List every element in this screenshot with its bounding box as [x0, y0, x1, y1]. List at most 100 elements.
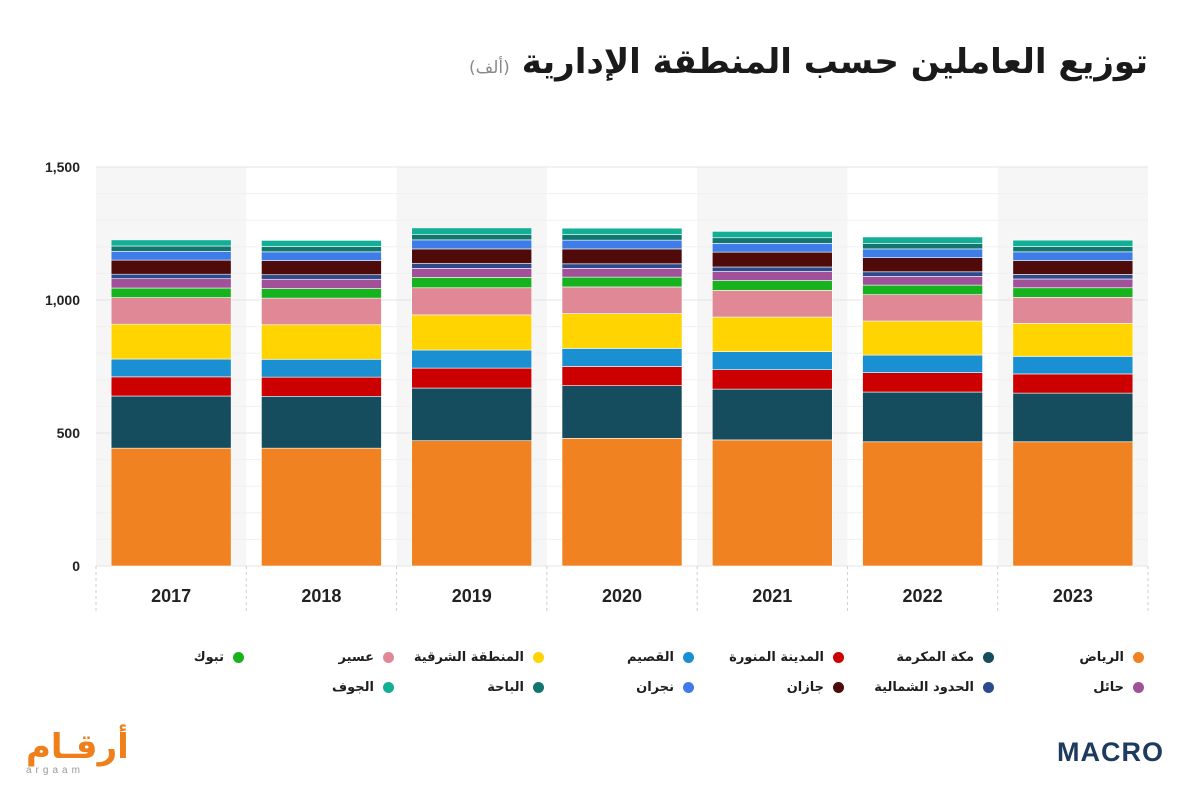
bar-segment — [1012, 251, 1134, 261]
bar-segment — [110, 239, 232, 247]
chart-title: توزيع العاملين حسب المنطقة الإدارية (ألف) — [469, 42, 1148, 82]
legend-item: جازان — [694, 680, 844, 695]
bar-segment — [862, 276, 983, 286]
bar-segment — [261, 297, 382, 326]
bar-segment — [411, 268, 533, 278]
bar-segment — [261, 240, 382, 247]
x-tick-label: 2023 — [1053, 586, 1093, 606]
bar-segment — [711, 266, 833, 272]
legend-swatch — [233, 652, 244, 663]
argaam-logo: أرقـام argaam — [26, 730, 129, 776]
bar-segment — [261, 324, 382, 360]
legend-item: حائل — [994, 680, 1144, 695]
bar-segment — [561, 268, 683, 278]
x-tick-label: 2018 — [301, 586, 341, 606]
x-tick-label: 2022 — [903, 586, 943, 606]
legend-swatch — [533, 652, 544, 663]
legend-swatch — [1133, 652, 1144, 663]
bar-segment — [1012, 373, 1134, 394]
y-tick-label: 1,000 — [45, 292, 80, 308]
bar-segment — [561, 366, 683, 386]
bar-segment — [561, 248, 683, 265]
bar-segment — [561, 227, 683, 235]
chart-unit: (ألف) — [469, 58, 510, 78]
bar-segment — [711, 316, 833, 352]
bar-segment — [862, 236, 983, 244]
bar-segment — [110, 395, 232, 449]
argaam-logo-latin: argaam — [26, 765, 84, 776]
bar-segment — [411, 349, 533, 369]
bar-segment — [1012, 274, 1134, 280]
x-tick-label: 2019 — [452, 586, 492, 606]
bar-segment — [411, 233, 533, 241]
bar-segment — [110, 447, 232, 567]
bar-segment — [1012, 392, 1134, 443]
legend-label: تبوك — [193, 650, 224, 665]
bar-segment — [561, 286, 683, 314]
bar-segment — [1012, 356, 1134, 375]
bar-segment — [1012, 287, 1134, 298]
bar-segment — [711, 280, 833, 291]
bar-segment — [862, 294, 983, 322]
bar-segment — [711, 388, 833, 441]
x-tick-label: 2017 — [151, 586, 191, 606]
bar-segment — [411, 248, 533, 264]
legend-swatch — [533, 682, 544, 693]
bar-segment — [411, 387, 533, 442]
bar-segment — [711, 231, 833, 239]
x-tick-label: 2021 — [752, 586, 792, 606]
bar-segment — [261, 359, 382, 378]
bar-segment — [110, 287, 232, 298]
legend-item: الجوف — [244, 680, 394, 695]
bar-segment — [862, 243, 983, 250]
legend-label: المدينة المنورة — [729, 650, 824, 665]
bar-segment — [862, 391, 983, 443]
legend-label: جازان — [786, 680, 824, 695]
bar-segment — [1012, 323, 1134, 357]
bar-segment — [561, 313, 683, 349]
bar-segment — [711, 439, 833, 567]
argaam-logo-arabic: أرقـام — [26, 727, 129, 767]
legend-item: عسير — [244, 650, 394, 665]
bar-segment — [110, 358, 232, 378]
legend-label: القصيم — [626, 650, 674, 665]
bar-segment — [110, 297, 232, 325]
bar-segment — [561, 385, 683, 439]
bar-segment — [862, 372, 983, 393]
bar-segment — [411, 277, 533, 289]
y-tick-label: 500 — [57, 425, 81, 441]
bar-segment — [110, 376, 232, 397]
legend-swatch — [1133, 682, 1144, 693]
bar-segment — [561, 276, 683, 288]
bar-segment — [862, 271, 983, 277]
bar-segment — [261, 260, 382, 276]
x-tick-label: 2020 — [602, 586, 642, 606]
legend-item: تبوك — [94, 650, 244, 665]
legend-swatch — [683, 682, 694, 693]
legend-label: المنطقة الشرقية — [413, 650, 524, 665]
bar-segment — [110, 251, 232, 261]
bar-segment — [110, 273, 232, 280]
macro-logo: MACRO — [1057, 737, 1164, 767]
legend-label: الباحة — [487, 680, 524, 695]
bar-segment — [711, 251, 833, 268]
bar-segment — [711, 290, 833, 318]
bar-segment — [110, 259, 232, 275]
legend-label: الجوف — [332, 680, 374, 695]
bar-segment — [711, 237, 833, 244]
chart-title-text: توزيع العاملين حسب المنطقة الإدارية — [521, 42, 1148, 82]
bar-segment — [110, 323, 232, 360]
bar-segment — [411, 367, 533, 389]
legend-item: نجران — [544, 680, 694, 695]
bar-segment — [110, 278, 232, 289]
bar-segment — [110, 245, 232, 252]
y-tick-label: 1,500 — [45, 159, 80, 175]
stacked-bar-chart: 0 500 1,000 1,500 2017 2018 2019 2020 2021 2022 20… — [45, 159, 1149, 612]
bar-segment — [411, 314, 533, 351]
legend-swatch — [983, 652, 994, 663]
bar-segment — [561, 348, 683, 367]
legend-swatch — [683, 652, 694, 663]
legend-label: نجران — [636, 680, 674, 695]
bar-segment — [1012, 239, 1134, 247]
bar-segment — [711, 351, 833, 370]
